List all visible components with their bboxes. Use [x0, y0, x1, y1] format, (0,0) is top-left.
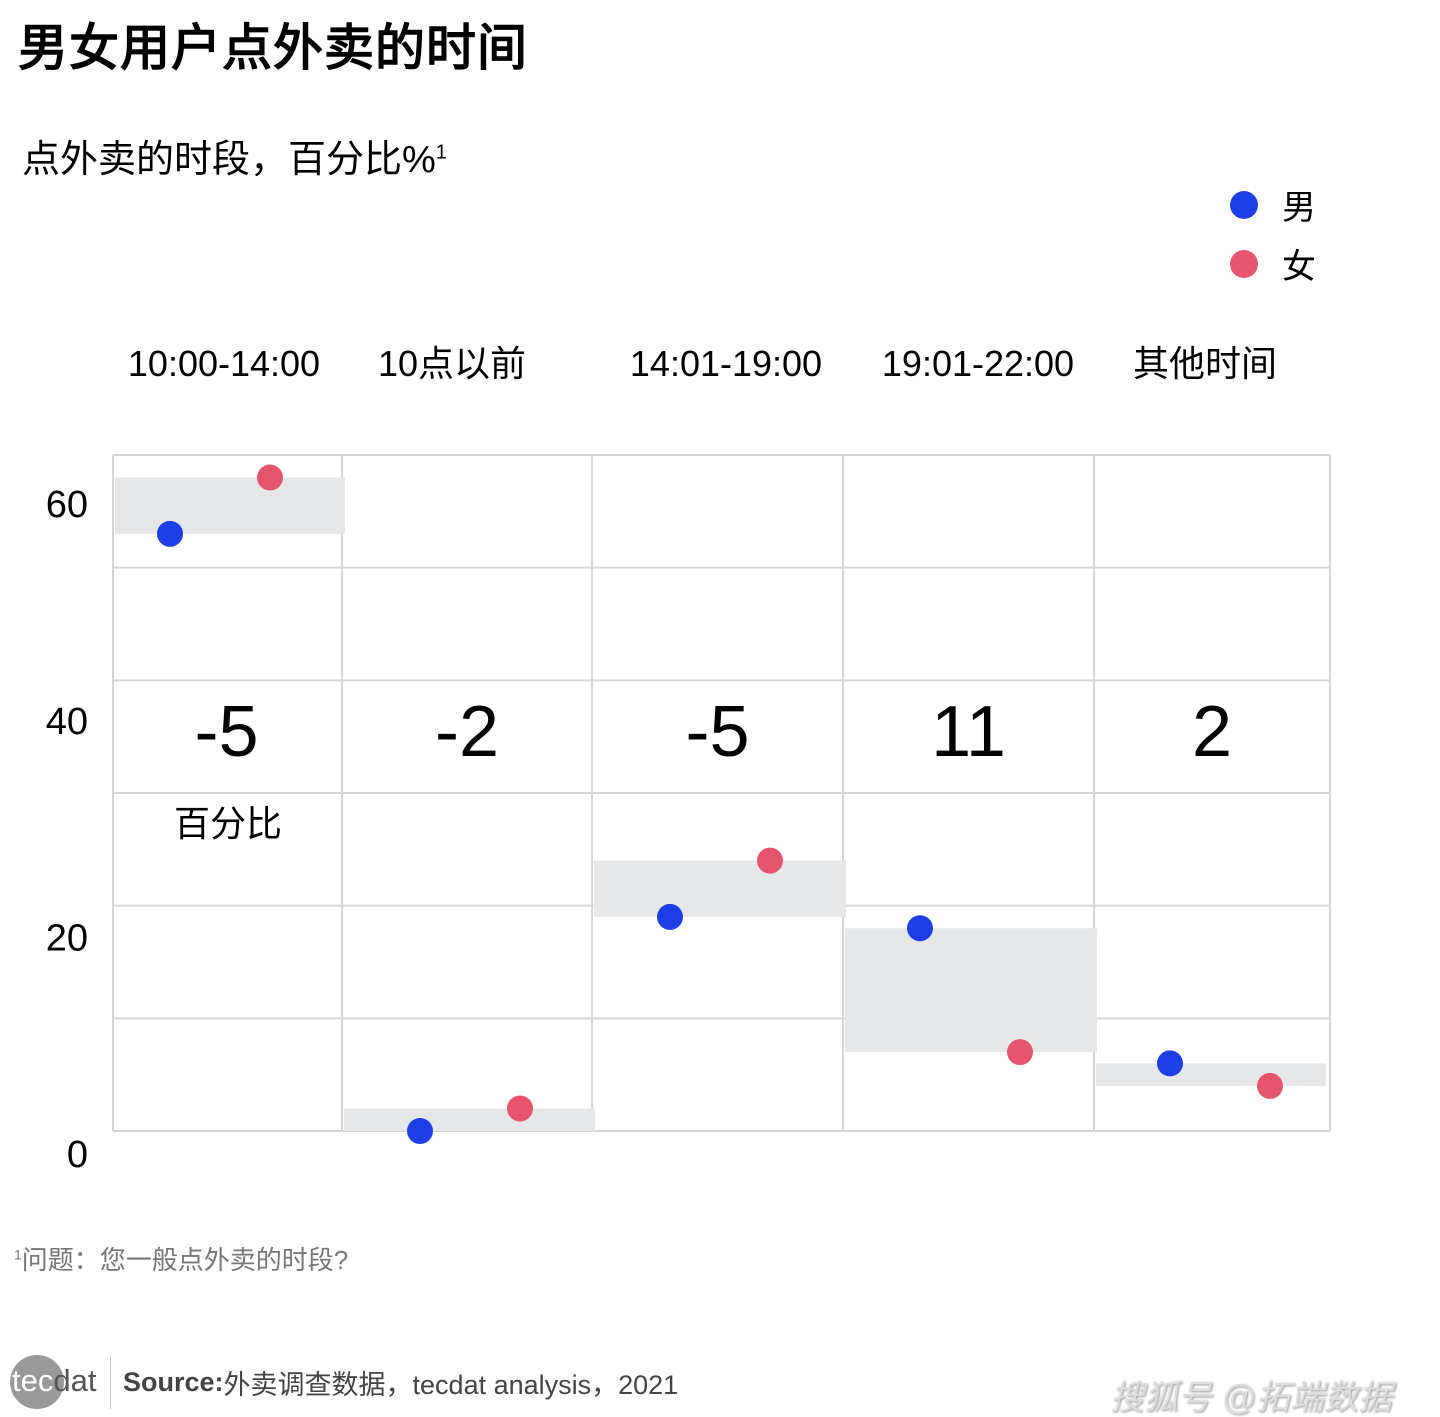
difference-label: -5 [685, 692, 749, 772]
female-point [757, 847, 783, 874]
male-point [407, 1118, 433, 1144]
gap-band [845, 928, 1097, 1053]
subtitle-footnote-mark: 1 [435, 141, 447, 164]
legend-item-female: 女 [1230, 239, 1316, 288]
legend-item-male: 男 [1230, 180, 1316, 229]
difference-label: 2 [1192, 692, 1232, 772]
female-point [507, 1095, 533, 1122]
male-point [657, 903, 683, 930]
difference-label: -2 [435, 692, 499, 772]
y-tick-label: 20 [46, 917, 88, 959]
difference-caption: 百分比 [174, 803, 282, 844]
difference-label: -5 [194, 692, 258, 772]
page-title: 男女用户点外卖的时间 [18, 20, 528, 76]
source-text: 外卖调查数据，tecdat analysis，2021 [223, 1369, 679, 1400]
tecdat-logo: tecdat [10, 1355, 111, 1409]
gap-band [344, 1108, 595, 1131]
legend-label-male: 男 [1282, 189, 1316, 227]
footnote-text: 问题：您一般点外卖的时段? [21, 1245, 349, 1275]
source-label: Source: [123, 1366, 224, 1397]
category-label: 10:00-14:00 [128, 343, 320, 384]
legend-label-female: 女 [1282, 248, 1316, 286]
footnote-mark: 1 [14, 1246, 22, 1263]
gap-band [594, 860, 846, 917]
female-point [257, 464, 283, 491]
category-label: 19:01-22:00 [882, 343, 1074, 384]
category-label: 其他时间 [1133, 343, 1277, 384]
female-point [1007, 1039, 1033, 1066]
male-point [907, 915, 933, 942]
male-point [1157, 1050, 1183, 1077]
legend-dot-male-icon [1230, 190, 1258, 219]
y-tick-label: 0 [67, 1134, 88, 1176]
gap-band [115, 477, 345, 534]
female-point [1257, 1072, 1283, 1099]
y-tick-label: 40 [46, 701, 88, 743]
y-tick-label: 60 [46, 484, 88, 526]
gap-band [1096, 1063, 1326, 1086]
watermark: 搜狐号 @拓端数据 [1110, 1379, 1392, 1417]
male-point [157, 520, 183, 547]
difference-label: 11 [931, 692, 1006, 772]
subtitle-text: 点外卖的时段，百分比% [22, 139, 436, 181]
category-label: 10点以前 [378, 343, 526, 384]
chart-subtitle: 点外卖的时段，百分比%1 [22, 128, 447, 183]
category-label: 14:01-19:00 [630, 343, 822, 384]
footer: tecdat Source: 外卖调查数据，tecdat analysis，20… [10, 1355, 678, 1409]
legend-dot-female-icon [1230, 249, 1258, 278]
footnote: 1问题：您一般点外卖的时段? [14, 1240, 348, 1277]
